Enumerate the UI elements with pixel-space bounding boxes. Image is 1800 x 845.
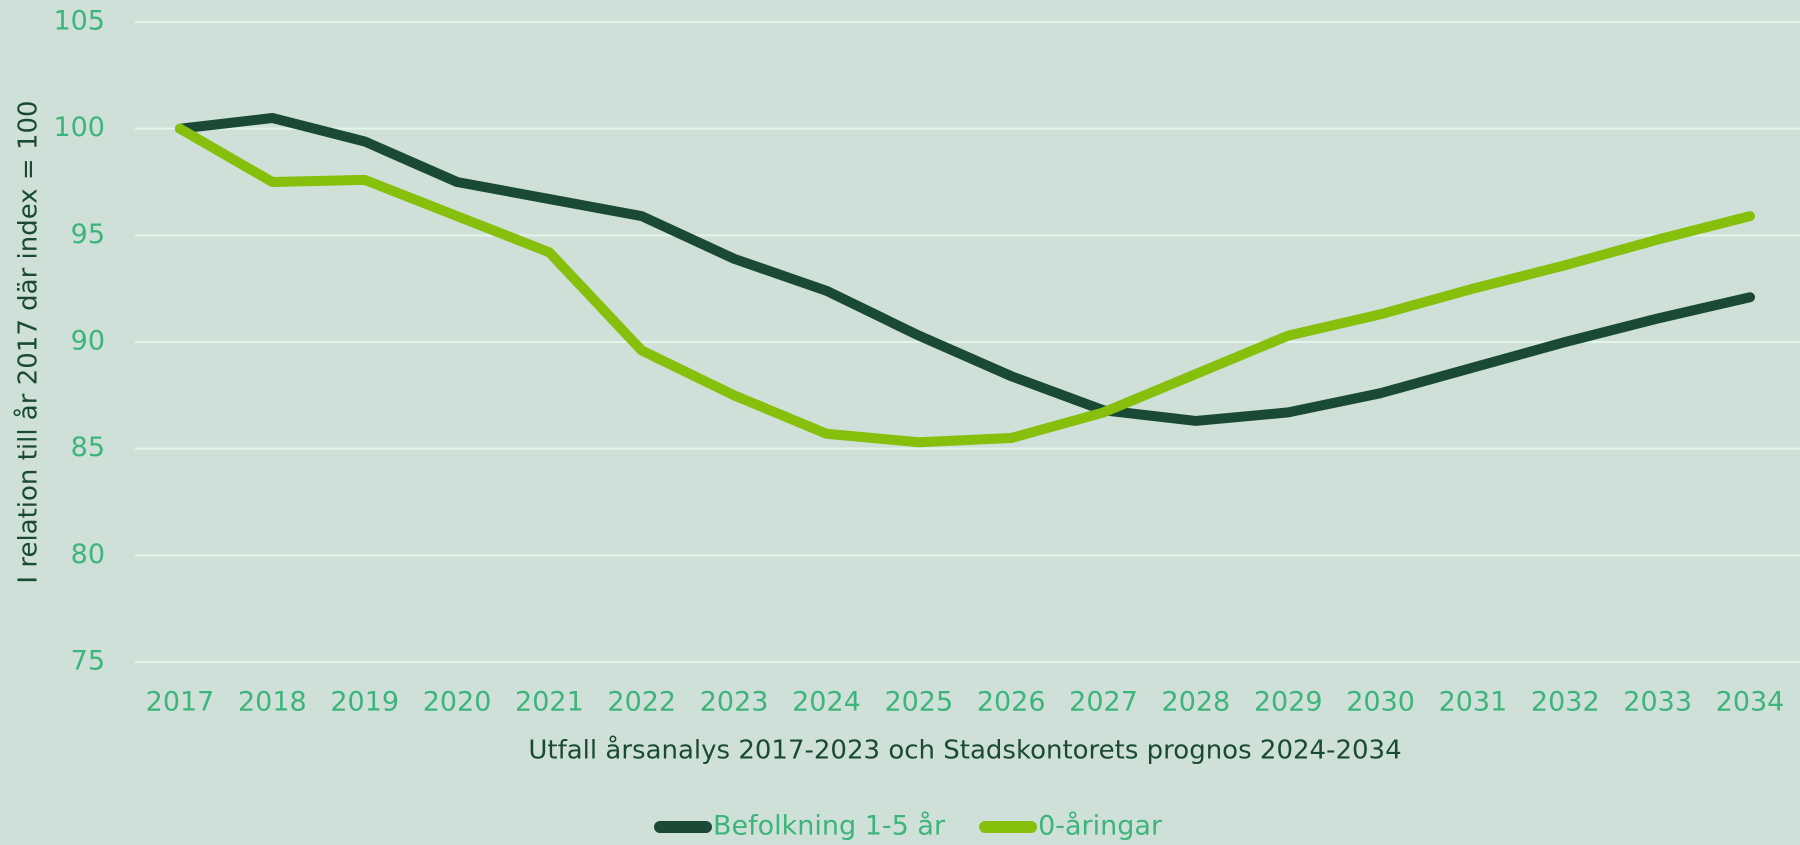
x-tick-label: 2024 xyxy=(792,687,861,718)
y-tick-label: 105 xyxy=(53,6,105,37)
y-tick-label: 80 xyxy=(71,539,105,570)
y-axis-title: I relation till år 2017 där index = 100 xyxy=(13,100,44,583)
y-tick-label: 95 xyxy=(71,219,105,250)
x-axis-title: Utfall årsanalys 2017-2023 och Stadskont… xyxy=(528,735,1401,766)
y-tick-label: 75 xyxy=(71,646,105,677)
x-tick-label: 2030 xyxy=(1346,687,1415,718)
x-tick-label: 2029 xyxy=(1254,687,1323,718)
x-tick-label: 2023 xyxy=(700,687,769,718)
x-tick-label: 2021 xyxy=(515,687,584,718)
y-tick-label: 100 xyxy=(53,112,105,143)
line-series xyxy=(175,113,1755,426)
x-tick-label: 2027 xyxy=(1069,687,1138,718)
x-tick-label: 2018 xyxy=(238,687,307,718)
x-tick-label: 2022 xyxy=(607,687,676,718)
x-tick-label: 2020 xyxy=(423,687,492,718)
legend-label: 0-åringar xyxy=(1038,811,1163,842)
x-tick-label: 2028 xyxy=(1162,687,1231,718)
x-tick-label: 2017 xyxy=(146,687,215,718)
x-tick-label: 2033 xyxy=(1623,687,1692,718)
x-tick-label: 2031 xyxy=(1439,687,1508,718)
line-series xyxy=(175,123,1755,448)
x-tick-label: 2026 xyxy=(977,687,1046,718)
y-tick-label: 90 xyxy=(71,326,105,357)
x-tick-label: 2034 xyxy=(1716,687,1785,718)
x-tick-label: 2032 xyxy=(1531,687,1600,718)
x-tick-label: 2019 xyxy=(330,687,399,718)
x-tick-label: 2025 xyxy=(884,687,953,718)
y-tick-label: 85 xyxy=(71,432,105,463)
legend-label: Befolkning 1-5 år xyxy=(713,811,946,842)
